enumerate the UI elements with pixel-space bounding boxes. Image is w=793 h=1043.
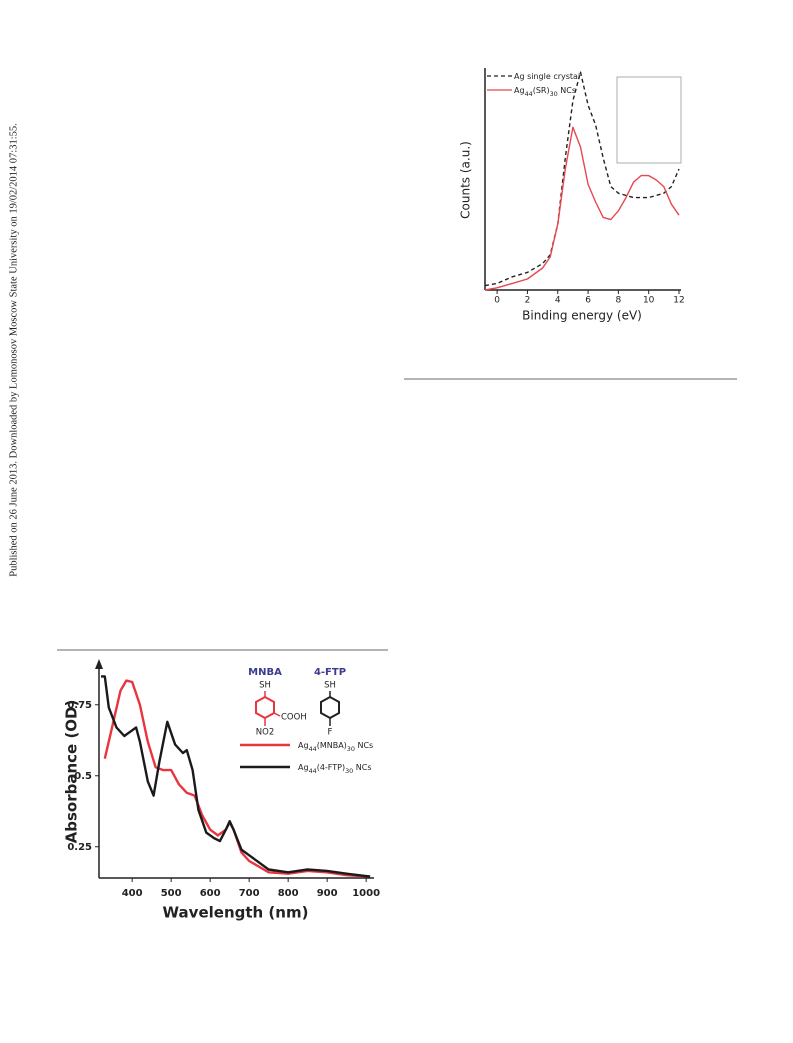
x-tick-label: 800 <box>278 888 299 899</box>
y-tick-label: 0.25 <box>67 842 92 853</box>
x-tick-label: 400 <box>122 888 143 899</box>
x-tick-label: 8 <box>616 296 622 306</box>
structure-name: 4-FTP <box>314 667 346 678</box>
legend-label: Ag44(MNBA)30 NCs <box>298 741 373 754</box>
structure-label: F <box>328 728 333 738</box>
structure-label: SH <box>259 681 271 691</box>
series-line <box>484 126 680 291</box>
y-tick-label: 0.75 <box>67 700 92 711</box>
x-tick-label: 4 <box>555 296 561 306</box>
x-tick-label: 900 <box>317 888 338 899</box>
x-tick-label: 1000 <box>352 888 380 899</box>
y-axis-label: Absorbance (OD) <box>63 700 81 844</box>
structure-label: SH <box>324 681 336 691</box>
x-axis-label: Wavelength (nm) <box>163 904 309 922</box>
series-line <box>484 71 680 287</box>
inset-frame <box>616 76 682 164</box>
x-tick-label: 500 <box>161 888 182 899</box>
x-tick-label: 12 <box>673 296 684 306</box>
bond <box>273 712 281 717</box>
x-tick-label: 2 <box>525 296 531 306</box>
y-axis-label: Counts (a.u.) <box>459 141 473 219</box>
sidebar-text: Published on 26 June 2013. Downloaded by… <box>8 123 19 577</box>
x-tick-label: 6 <box>585 296 591 306</box>
x-tick-label: 700 <box>239 888 260 899</box>
legend-label: Ag44(4-FTP)30 NCs <box>298 763 372 776</box>
x-tick-label: 600 <box>200 888 221 899</box>
legend-label: Ag44(SR)30 NCs <box>514 86 576 99</box>
legend-label: Ag single crystal <box>514 72 580 81</box>
structure-label: NO2 <box>256 728 274 738</box>
x-tick-label: 0 <box>494 296 500 306</box>
structure-name: MNBA <box>248 667 282 678</box>
structure-label: COOH <box>281 713 307 723</box>
series-line <box>103 679 371 878</box>
series-line <box>101 675 371 878</box>
x-tick-label: 10 <box>643 296 655 306</box>
y-tick-label: 0.5 <box>74 771 92 782</box>
axis-arrow <box>95 659 103 669</box>
x-axis-label: Binding energy (eV) <box>522 309 642 323</box>
